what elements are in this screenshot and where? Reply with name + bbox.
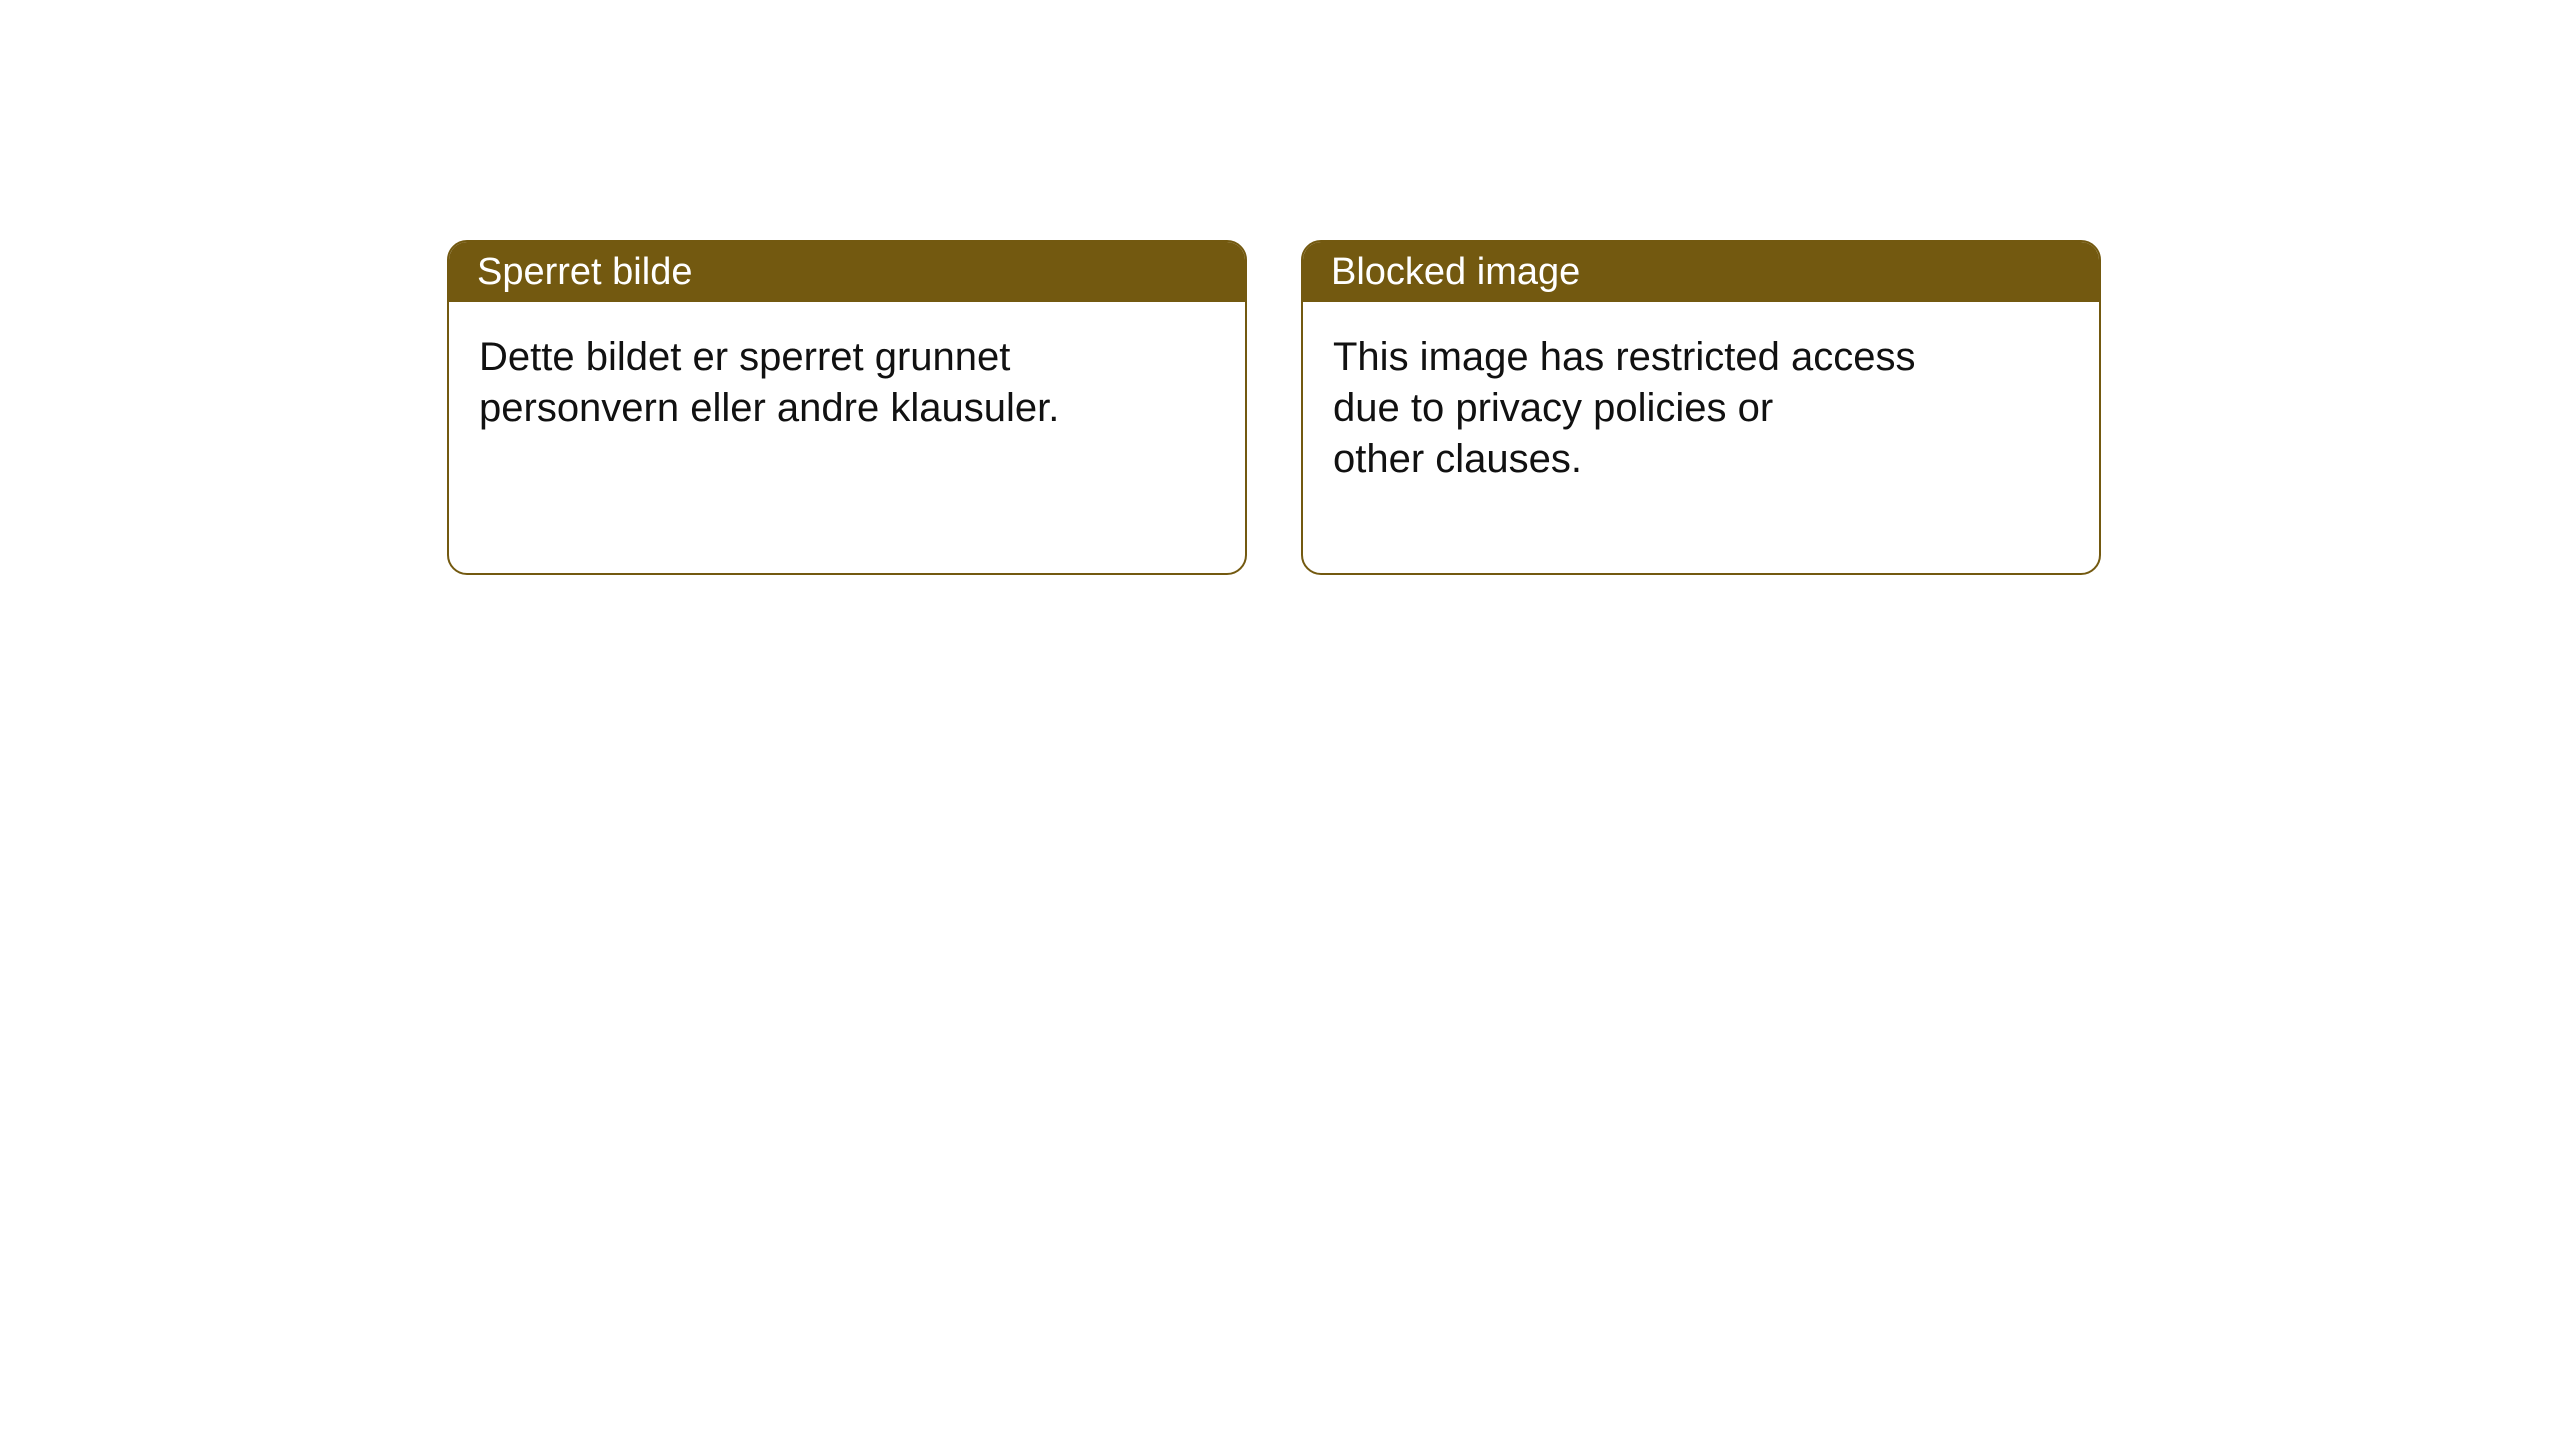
page-canvas: Sperret bilde Dette bildet er sperret gr… xyxy=(0,0,2560,1440)
notice-card-no: Sperret bilde Dette bildet er sperret gr… xyxy=(447,240,1247,575)
notice-card-en: Blocked image This image has restricted … xyxy=(1301,240,2101,575)
notice-card-title-en: Blocked image xyxy=(1331,251,1580,294)
notice-card-header-en: Blocked image xyxy=(1303,242,2099,302)
notice-card-body-no: Dette bildet er sperret grunnet personve… xyxy=(449,302,1245,464)
notice-card-body-en: This image has restricted access due to … xyxy=(1303,302,2099,516)
notice-card-title-no: Sperret bilde xyxy=(477,251,692,294)
notice-card-header-no: Sperret bilde xyxy=(449,242,1245,302)
